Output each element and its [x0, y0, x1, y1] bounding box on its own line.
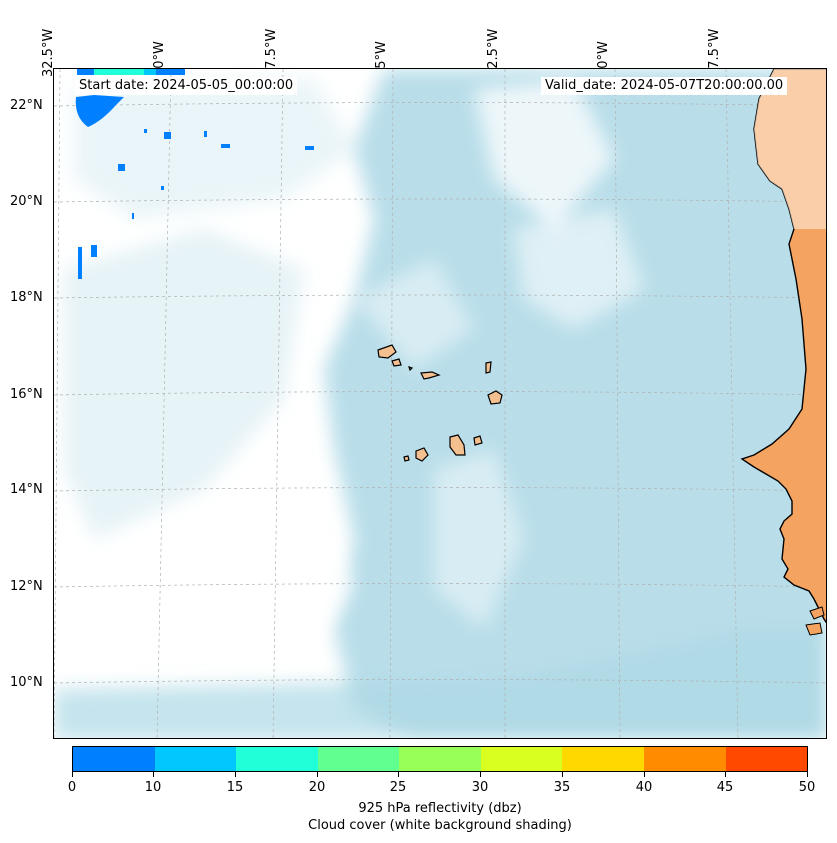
- echo-dot-9: [161, 186, 164, 190]
- lat-label-12n: 12°N: [10, 579, 43, 594]
- cloud-cover-shading: [54, 69, 826, 738]
- island-sal: [485, 361, 492, 374]
- grid-lat-16: [54, 391, 826, 396]
- cape-verde-islands: [377, 344, 503, 462]
- colorbar-segment-10-15: [154, 747, 237, 771]
- grid-lat-20: [54, 198, 826, 203]
- grid-lon-30: [156, 69, 172, 738]
- colorbar-tick-35: [562, 772, 563, 777]
- colorbar-subtitle: Cloud cover (white background shading): [308, 818, 572, 833]
- island-santo-antao: [377, 344, 397, 359]
- clear-patches: [224, 79, 644, 669]
- colorbar-tick-15: [235, 772, 236, 777]
- cloud-region-west-band: [54, 629, 826, 738]
- grid-lon-27-5: [272, 69, 284, 738]
- colorbar-tick-10: [153, 772, 154, 777]
- colorbar-tick-45: [725, 772, 726, 777]
- lat-label-18n: 18°N: [10, 290, 43, 305]
- bijagos-islands-2: [805, 622, 823, 636]
- lat-label-20n: 20°N: [10, 194, 43, 209]
- echo-top-strip-sky: [144, 69, 156, 75]
- clear-patch-5: [434, 449, 524, 629]
- bijagos-islands-1: [809, 606, 825, 620]
- colorbar-segment-0-10: [73, 747, 155, 771]
- colorbar-label-15: 15: [226, 780, 244, 795]
- land-africa: [740, 69, 826, 636]
- clear-patch-2: [514, 209, 644, 329]
- island-boa-vista: [487, 390, 503, 405]
- grid-lat-10: [54, 679, 826, 684]
- map-canvas: [54, 69, 826, 738]
- colorbar-segment-40-45: [643, 747, 726, 771]
- valid-date-label: Valid_date: 2024-05-07T20:00:00.00: [541, 77, 788, 95]
- echo-dot-1: [164, 132, 171, 139]
- echo-dot-5: [78, 247, 82, 279]
- colorbar-label-35: 35: [553, 780, 571, 795]
- colorbar-label-0: 0: [67, 780, 77, 795]
- island-brava: [403, 455, 410, 462]
- lat-label-16n: 16°N: [10, 387, 43, 402]
- lat-label-22n: 22°N: [10, 98, 43, 113]
- grid-lat-18: [54, 294, 826, 299]
- colorbar-label-25: 25: [389, 780, 407, 795]
- cloud-region-west: [64, 229, 304, 539]
- africa-north-pale: [754, 69, 826, 229]
- clear-patch-3: [354, 259, 474, 369]
- colorbar-label-50: 50: [798, 780, 816, 795]
- clear-patch-4: [224, 489, 354, 669]
- grid-lat-14: [54, 487, 826, 492]
- island-sao-nicolau: [420, 371, 441, 380]
- colorbar-label-45: 45: [716, 780, 734, 795]
- map-area[interactable]: [53, 68, 827, 739]
- island-fogo: [415, 447, 429, 462]
- echo-dot-4: [118, 164, 125, 171]
- colorbar-tick-0: [72, 772, 73, 777]
- grid-lon-17-5: [725, 69, 739, 738]
- echo-dot-2: [221, 144, 230, 148]
- colorbar-label-30: 30: [471, 780, 489, 795]
- colorbar-segment-45-50: [725, 747, 808, 771]
- colorbar-label-40: 40: [635, 780, 653, 795]
- grid-lat-22: [54, 102, 826, 107]
- island-sao-vicente: [391, 358, 402, 367]
- lat-label-14n: 14°N: [10, 482, 43, 497]
- colorbar-title: 925 hPa reflectivity (dbz): [358, 801, 522, 816]
- island-santa-luzia: [408, 366, 414, 372]
- colorbar-segment-20-25: [317, 747, 400, 771]
- colorbar-segment-30-35: [480, 747, 563, 771]
- colorbar-segment-15-20: [236, 747, 318, 771]
- echo-northwest-blob: [75, 95, 124, 127]
- colorbar-tick-40: [644, 772, 645, 777]
- start-date-label: Start date: 2024-05-05_00:00:00: [75, 77, 298, 95]
- grid-lat-12: [54, 583, 826, 588]
- colorbar-label-10: 10: [144, 780, 162, 795]
- grid-lon-32-5: [54, 69, 61, 738]
- grid-lon-25: [389, 69, 394, 738]
- colorbar-segment-25-30: [399, 747, 481, 771]
- island-maio: [473, 435, 483, 446]
- cloud-region-northwest: [74, 79, 354, 219]
- clear-patch-1: [474, 79, 614, 229]
- colorbar-label-20: 20: [308, 780, 326, 795]
- reflectivity-echoes: [75, 69, 314, 279]
- echo-dot-8: [144, 129, 147, 133]
- colorbar-segment-35-40: [562, 747, 644, 771]
- grid-lon-20: [614, 69, 621, 738]
- echo-top-strip-cyan: [94, 69, 144, 75]
- colorbar: [72, 746, 808, 772]
- echo-dot-7: [204, 131, 207, 137]
- colorbar-tick-25: [398, 772, 399, 777]
- echo-dot-6: [91, 245, 97, 257]
- colorbar-tick-20: [317, 772, 318, 777]
- colorbar-tick-30: [480, 772, 481, 777]
- echo-dot-3: [305, 146, 314, 150]
- lat-label-10n: 10°N: [10, 675, 43, 690]
- colorbar-tick-50: [807, 772, 808, 777]
- echo-dot-10: [132, 213, 134, 219]
- island-santiago: [449, 434, 466, 456]
- graticule: [54, 69, 826, 738]
